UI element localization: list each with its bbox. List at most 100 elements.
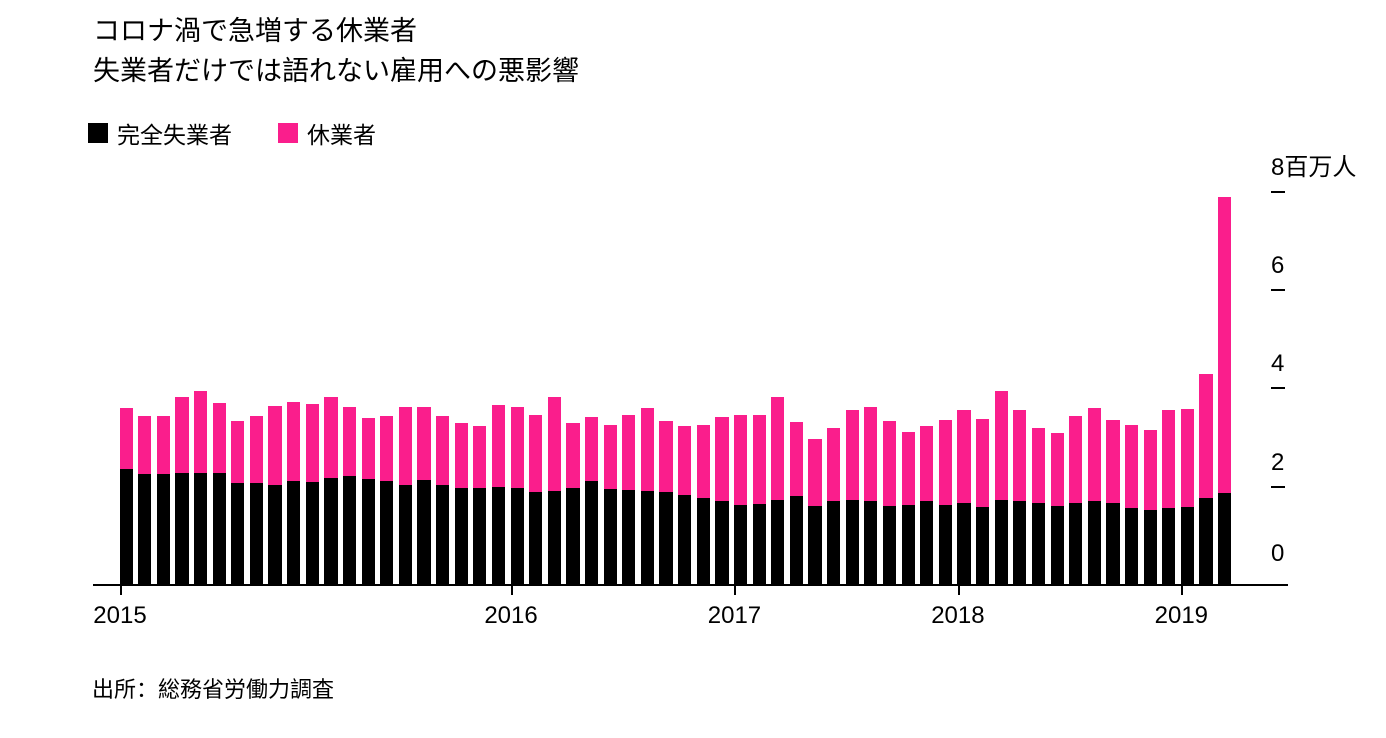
on-leave-segment [771,396,785,500]
bar [119,408,133,585]
on-leave-segment [1013,409,1027,502]
unemployed-segment [920,501,934,585]
unemployed-segment [585,480,599,585]
bar [789,421,803,585]
on-leave-segment [566,422,580,488]
on-leave-segment [640,407,655,491]
bar [845,410,859,585]
unemployed-segment [417,479,431,585]
y-axis-tick-dash [1271,485,1285,488]
bar [175,396,189,585]
on-leave-segment [1031,428,1046,504]
on-leave-segment [827,428,841,501]
bar [901,431,915,585]
unemployed-segment [659,491,673,585]
on-leave-segment [659,421,673,492]
bar [380,415,394,585]
bar [473,426,487,585]
y-axis-label: 2 [1271,448,1285,476]
unemployed-segment [789,496,803,585]
bar [1143,430,1157,585]
on-leave-segment [212,403,226,473]
x-axis-year-label: 2017 [707,602,762,629]
bar [957,409,971,585]
on-leave-swatch-icon [278,123,298,143]
unemployed-segment [1013,501,1027,585]
bar [1162,410,1176,585]
unemployed-segment [380,480,394,585]
on-leave-segment [622,415,636,490]
unemployed-segment [901,504,915,585]
on-leave-segment [1087,408,1101,502]
on-leave-segment [882,420,897,506]
unemployed-segment [1162,507,1176,585]
unemployed-segment [1087,501,1101,585]
unemployed-segment [715,500,729,585]
bar [994,390,1008,585]
unemployed-segment [640,490,655,585]
bar [436,415,450,585]
bar [529,415,543,585]
unemployed-segment [212,472,226,585]
bar [976,419,990,585]
y-axis-label: 4 [1271,350,1285,378]
legend-label-unemployed: 完全失業者 [117,122,232,148]
bar [156,415,170,585]
bar [678,425,692,585]
bar [808,439,822,585]
unemployed-segment [454,488,468,585]
bar [827,428,841,585]
bar [640,407,655,585]
unemployed-segment [845,499,859,585]
bar [603,424,617,585]
on-leave-segment [1218,197,1232,493]
bar [882,420,897,585]
on-leave-segment [175,396,189,474]
source-note: 出所：総務省労働力調査 [92,677,335,702]
unemployed-segment [324,478,338,585]
on-leave-segment [342,406,357,476]
chart-subtitle: 失業者だけでは語れない雇用への悪影響 [93,56,579,86]
on-leave-segment [901,431,915,505]
y-axis-label: 0 [1271,540,1285,567]
bar [1069,415,1083,585]
unemployed-segment [678,494,692,585]
bar [193,390,208,585]
on-leave-segment [491,405,506,488]
unemployed-segment [1106,503,1120,585]
on-leave-segment [324,396,338,479]
on-leave-segment [417,406,431,480]
x-axis-tick [120,586,122,595]
x-axis-year-label: 2015 [93,602,147,629]
on-leave-segment [268,406,282,486]
bar [138,415,152,585]
bar [920,425,934,585]
unemployed-segment [287,480,301,585]
bar [268,406,282,585]
x-axis-tick [511,586,514,595]
on-leave-segment [287,402,301,481]
x-axis-year-label: 2019 [1154,602,1209,629]
bar [324,396,338,585]
unemployed-segment [696,498,710,585]
on-leave-segment [1180,409,1195,508]
unemployed-segment [249,483,264,585]
on-leave-segment [138,415,152,474]
on-leave-segment [603,424,617,490]
unemployed-segment [510,488,524,585]
unemployed-segment [361,479,375,585]
on-leave-segment [193,390,208,474]
bar [342,406,357,585]
unemployed-segment [771,499,785,585]
unemployed-segment [1218,492,1232,585]
bar [1218,197,1232,585]
on-leave-segment [715,416,729,501]
on-leave-segment [1050,433,1064,506]
bar [1013,409,1027,585]
unemployed-segment [436,485,450,585]
unemployed-segment [566,487,580,585]
on-leave-segment [249,415,264,484]
bar [1106,420,1120,585]
unemployed-segment [1031,503,1046,585]
on-leave-segment [510,406,524,489]
